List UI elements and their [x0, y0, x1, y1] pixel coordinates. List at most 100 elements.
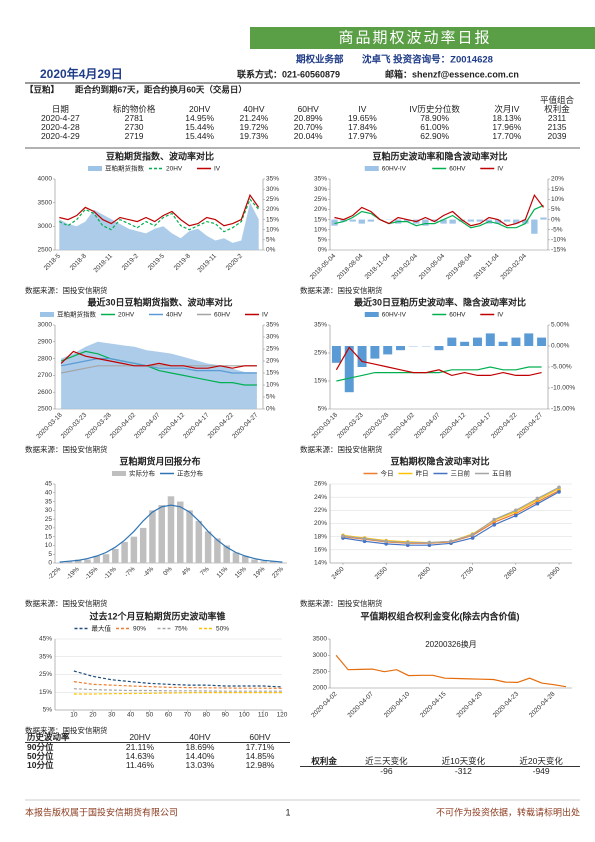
header-cell: 次月IV: [494, 104, 520, 114]
x-tick-label: 2020-04-23: [492, 690, 521, 719]
x-tick-label: 2018-8: [69, 252, 89, 272]
y-tick-label: 0: [48, 560, 52, 567]
bar: [358, 219, 365, 224]
bar: [511, 337, 521, 346]
cell: 11.46%: [125, 760, 155, 770]
y2-tick-label: -5%: [551, 226, 563, 233]
source: 数据来源：国投安信期货: [25, 598, 108, 608]
y-tick-label: 16%: [314, 547, 327, 554]
line: [60, 350, 257, 386]
row: 2020-4-27 2781 14.95% 21.24% 20.89% 19.65% 78.…: [25, 114, 580, 123]
y-tick-label: 2900: [38, 339, 53, 346]
y2-tick-label: 25%: [266, 346, 279, 353]
x-tick-label: 2020-04-10: [383, 690, 412, 719]
y2-tick-label: 0%: [266, 406, 276, 413]
header-cell: 60HV: [297, 104, 319, 114]
x-tick-label: -15%: [84, 566, 100, 582]
y-tick-label: 20%: [314, 520, 327, 527]
chart-title: 豆粕历史波动率和隐含波动率对比: [372, 150, 507, 161]
cell: 17.97%: [348, 131, 377, 141]
marker: [405, 543, 410, 548]
y-tick-label: 25%: [314, 196, 327, 203]
bar: [112, 548, 119, 563]
cell: 20.70%: [293, 122, 323, 132]
header-cell: 60HV: [249, 732, 271, 742]
legend-label: 60HV: [449, 312, 466, 319]
x-tick-label: 2018-05-04: [309, 252, 338, 281]
cell: 19.72%: [239, 122, 269, 132]
bar: [513, 219, 520, 224]
x-tick-label: 2020-04-28: [528, 690, 557, 719]
legend-label: 正态分布: [177, 469, 204, 478]
chart: 豆粕历史波动率和隐含波动率对比 60HV-IV 60HV IV 0% 5% 10% 15% 20…: [300, 150, 566, 295]
marker: [535, 501, 540, 506]
bar: [186, 510, 193, 563]
y2-tick-label: 30%: [266, 334, 279, 341]
y2-tick-label: 10%: [551, 196, 564, 203]
legend-label: 豆粕期货指数: [105, 164, 145, 173]
legend-label: 最大值: [92, 624, 112, 633]
bar: [331, 346, 341, 363]
legend-label: 50%: [216, 626, 229, 633]
y2-tick-label: -15%: [551, 247, 566, 254]
x-tick-label: 2018-08-04: [336, 252, 365, 281]
y-tick-label: 26%: [314, 481, 327, 488]
bar: [130, 536, 138, 563]
y-tick-label: 10: [45, 542, 53, 549]
header-row: 历史波动率 20HV 40HV 60HV: [25, 733, 290, 743]
report-title: 商品期权波动率日报: [338, 29, 491, 46]
chart-title: 过去12个月豆粕期货历史波动率锥: [89, 610, 225, 621]
y2-tick-label: 20%: [266, 206, 279, 213]
y-tick-label: 10%: [314, 226, 327, 233]
y-tick-label: 35%: [39, 653, 52, 660]
header-row: 日期 标的物价格 20HV 40HV 60HV IV IV历史分位数 次月IV 平值组合权利金: [25, 96, 580, 114]
y-tick-label: 5%: [43, 707, 53, 714]
y-tick-label: 30%: [314, 186, 327, 193]
y2-tick-label: -5.00%: [551, 364, 572, 371]
legend-label: 75%: [175, 626, 188, 633]
line: [73, 692, 282, 695]
y-tick-label: 3500: [313, 636, 328, 643]
bar: [357, 346, 367, 367]
cell: 2781: [124, 113, 144, 123]
y-tick-label: 20%: [314, 206, 327, 213]
cell: 20.89%: [293, 113, 323, 123]
cell: 2730: [124, 122, 144, 132]
x-tick-label: 2019-08-04: [445, 252, 474, 281]
marker: [384, 542, 388, 546]
marker: [492, 523, 497, 527]
marker: [557, 485, 561, 490]
legend-swatch: [112, 471, 126, 476]
header-cell: 近10天变化: [441, 756, 486, 766]
bar: [472, 337, 482, 346]
y-tick-label: 25: [45, 516, 53, 523]
bar: [344, 346, 354, 393]
x-tick-label: 2019-8: [173, 252, 193, 272]
y-tick-label: 14%: [314, 560, 327, 567]
marker: [449, 539, 453, 544]
bar: [177, 501, 184, 563]
marker: [341, 534, 345, 538]
bar: [331, 219, 338, 226]
cell: 62.90%: [420, 131, 450, 141]
department: 期权业务部: [296, 54, 344, 66]
bar: [494, 219, 502, 224]
y2-tick-label: 0.00%: [551, 343, 570, 350]
header-cell: 近三天变化: [365, 756, 408, 766]
line: [60, 358, 257, 374]
contact: 联系方式：021-60560879: [237, 68, 340, 79]
y2-tick-label: 0%: [266, 247, 276, 254]
x-tick-label: 2018-5: [43, 252, 63, 272]
table: 权利金 近三天变化 近10天变化 近20天变化 -96 -312 -949: [300, 757, 580, 776]
marker: [492, 517, 497, 522]
y2-tick-label: 10%: [266, 382, 279, 389]
line: [334, 204, 544, 229]
x-tick-label: 11%: [215, 566, 229, 580]
chart-title: 豆粕期货月回报分布: [119, 455, 200, 466]
y2-tick-label: -10.00%: [551, 385, 575, 392]
x-tick-label: 90: [222, 712, 230, 719]
y2-tick-label: 15%: [266, 216, 279, 223]
bar: [241, 555, 249, 563]
